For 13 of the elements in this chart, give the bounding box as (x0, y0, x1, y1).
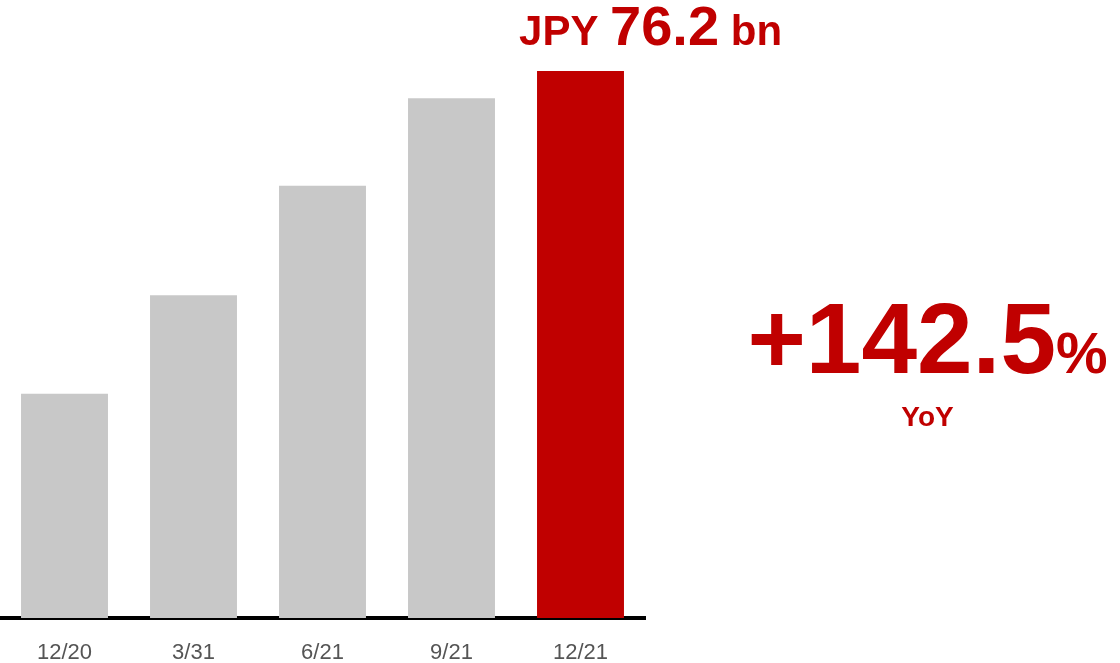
bar (150, 295, 237, 618)
x-tick-label: 3/31 (172, 639, 215, 663)
annotation: JPY 76.2 bn (519, 0, 783, 57)
bar (279, 185, 366, 618)
text: +142.5% (747, 282, 1108, 394)
x-tick-label: 6/21 (301, 639, 344, 663)
bar (408, 98, 495, 618)
bar (537, 71, 624, 618)
bar (21, 393, 108, 618)
text: YoY (901, 401, 954, 432)
x-tick-label: 12/20 (36, 639, 93, 663)
x-tick-label: 12/21 (552, 639, 609, 663)
x-tick-label: 9/21 (430, 639, 473, 663)
